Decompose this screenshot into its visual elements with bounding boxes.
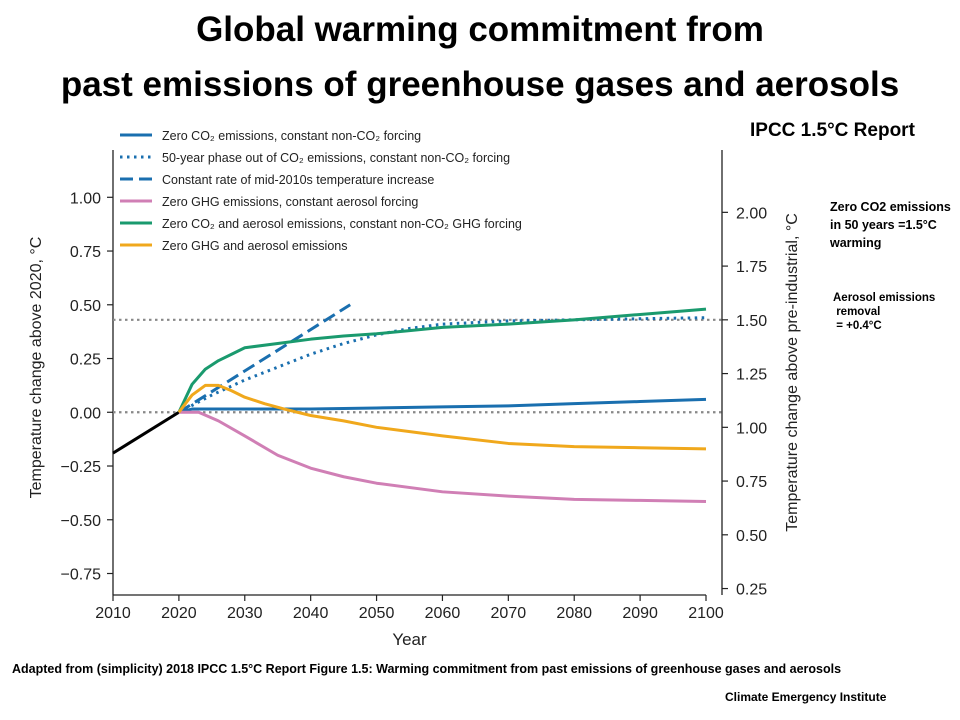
right-y-tick-label: 1.25 (736, 367, 767, 384)
x-tick-label: 2100 (688, 605, 724, 622)
y-tick-label: 0.50 (70, 298, 101, 315)
note-aerosol-removal: Aerosol emissions removal = +0.4°C (833, 292, 936, 332)
right-y-tick-label: 1.00 (736, 420, 767, 437)
y-tick-label: 0.00 (70, 405, 101, 422)
x-tick-label: 2040 (293, 605, 329, 622)
y-tick-label: 1.00 (70, 190, 101, 207)
note-zero-co2: Zero CO2 emissions in 50 years =1.5°C wa… (830, 200, 951, 250)
y-tick-label: 0.75 (70, 244, 101, 261)
right-y-tick-label: 1.50 (736, 313, 767, 330)
series-line-1 (178, 397, 707, 414)
legend-label: Constant rate of mid-2010s temperature i… (162, 173, 434, 187)
right-y-tick-label: 2.00 (736, 205, 767, 222)
x-tick-label: 2020 (161, 605, 197, 622)
page-title-line-1: Global warming commitment from (196, 10, 764, 49)
credit-label: Climate Emergency Institute (725, 690, 887, 704)
x-tick-label: 2010 (95, 605, 131, 622)
x-tick-label: 2050 (359, 605, 395, 622)
right-y-axis-label: Temperature change above pre-industrial,… (784, 213, 801, 532)
figure-caption: Adapted from (simplicity) 2018 IPCC 1.5°… (12, 662, 842, 676)
series-line-2 (178, 316, 707, 414)
series-line-3 (178, 303, 351, 414)
x-tick-label: 2080 (556, 605, 592, 622)
y-tick-label: −0.25 (61, 459, 102, 476)
x-tick-label: 2060 (425, 605, 461, 622)
historical-line (112, 410, 180, 455)
legend-label: Zero CO₂ and aerosol emissions, constant… (162, 217, 522, 231)
legend-label: Zero GHG and aerosol emissions (162, 239, 348, 253)
y-axis-label: Temperature change above 2020, °C (28, 237, 45, 499)
legend-label: Zero CO₂ emissions, constant non-CO₂ for… (162, 129, 421, 143)
x-tick-label: 2030 (227, 605, 263, 622)
series-line-5 (177, 307, 707, 413)
series-line-6 (177, 383, 707, 451)
y-tick-label: −0.50 (61, 513, 102, 530)
y-tick-label: 0.25 (70, 352, 101, 369)
right-y-tick-label: 0.75 (736, 474, 767, 491)
x-axis-label: Year (392, 630, 427, 649)
x-tick-label: 2070 (491, 605, 527, 622)
x-tick-label: 2090 (622, 605, 658, 622)
right-y-tick-label: 0.50 (736, 528, 767, 545)
legend-label: Zero GHG emissions, constant aerosol for… (162, 195, 418, 209)
legend-label: 50-year phase out of CO₂ emissions, cons… (162, 151, 510, 165)
right-y-tick-label: 1.75 (736, 259, 767, 276)
right-y-tick-label: 0.25 (736, 582, 767, 599)
series-line-4 (178, 410, 707, 503)
page-title-line-2: past emissions of greenhouse gases and a… (60, 65, 900, 104)
y-tick-label: −0.75 (61, 567, 102, 584)
report-label: IPCC 1.5°C Report (750, 120, 915, 141)
